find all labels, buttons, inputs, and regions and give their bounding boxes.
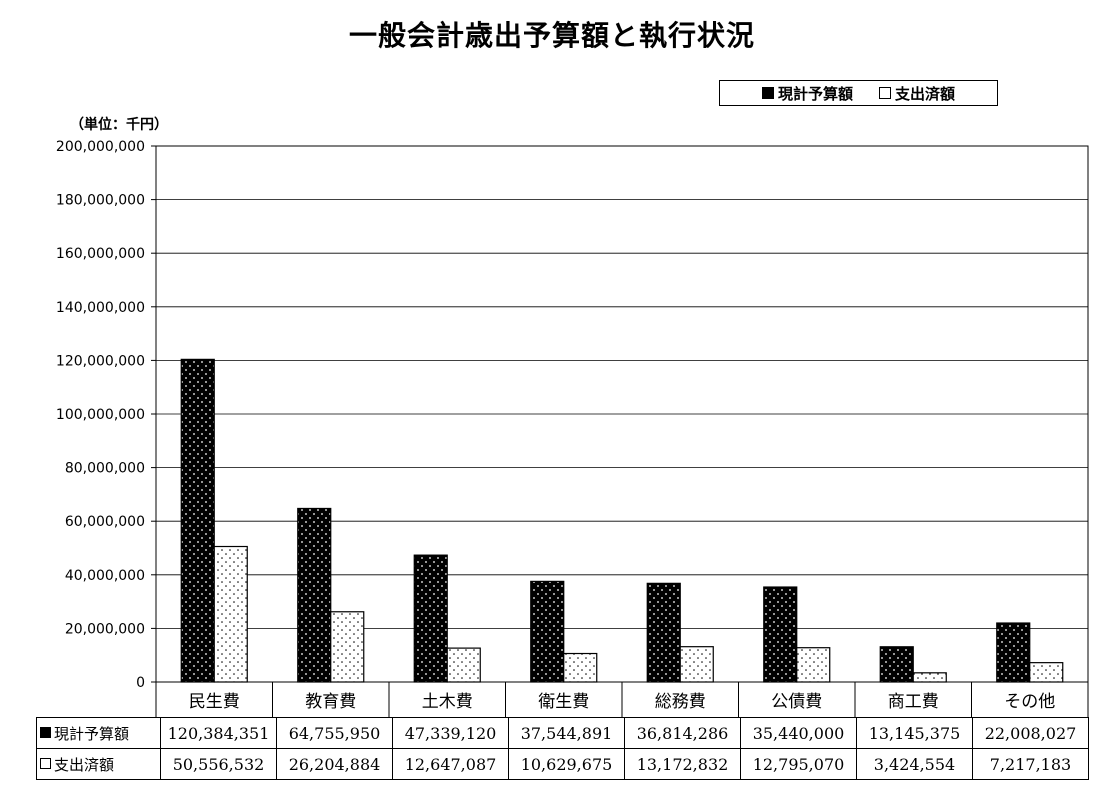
x-category-label: 公債費 <box>771 692 822 712</box>
table-cell: 47,339,120 <box>392 717 509 749</box>
legend-swatch-budget <box>761 87 774 99</box>
bar-spent <box>446 647 481 683</box>
table-cell: 12,647,087 <box>392 748 509 780</box>
bar-spent <box>1029 662 1064 683</box>
table-row-budget: 現計予算額 120,384,351 64,755,950 47,339,120 … <box>36 717 1089 749</box>
row-header-spent: 支出済額 <box>36 748 161 780</box>
y-tick-label: 120,000,000 <box>56 353 145 369</box>
x-category-label: その他 <box>1004 692 1055 712</box>
table-cell: 50,556,532 <box>160 748 277 780</box>
x-category-label: 衛生費 <box>538 692 589 712</box>
bar-spent <box>330 611 365 683</box>
y-tick-label: 160,000,000 <box>56 246 145 262</box>
bar-spent <box>796 647 831 683</box>
y-tick-label: 140,000,000 <box>56 300 145 316</box>
y-tick-label: 80,000,000 <box>65 461 145 477</box>
x-category-label: 総務費 <box>655 692 706 712</box>
x-category-label: 商工費 <box>888 692 939 712</box>
unit-label: （単位：千円） <box>70 117 168 133</box>
table-cell: 12,795,070 <box>740 748 857 780</box>
table-cell: 10,629,675 <box>508 748 625 780</box>
bar-spent <box>912 672 947 683</box>
legend-label-budget: 現計予算額 <box>777 84 853 103</box>
y-tick-label: 40,000,000 <box>65 568 145 584</box>
y-tick-label: 100,000,000 <box>56 407 145 423</box>
legend-entry-spent: 支出済額 <box>879 83 955 104</box>
bar-budget <box>996 622 1031 683</box>
y-tick-label: 200,000,000 <box>56 139 145 155</box>
row-label-spent: 支出済額 <box>54 755 115 774</box>
y-tick-label: 0 <box>136 675 145 691</box>
row-swatch-budget <box>40 726 51 738</box>
bar-spent <box>213 545 248 683</box>
data-table: 現計予算額 120,384,351 64,755,950 47,339,120 … <box>36 717 1089 780</box>
bar-budget <box>530 580 565 683</box>
chart-title: 一般会計歳出予算額と執行状況 <box>348 19 755 52</box>
x-category-label: 民生費 <box>189 692 240 712</box>
bar-budget <box>763 586 798 683</box>
table-cell: 13,172,832 <box>624 748 741 780</box>
y-tick-label: 60,000,000 <box>65 514 145 530</box>
table-row-spent: 支出済額 50,556,532 26,204,884 12,647,087 10… <box>36 748 1089 780</box>
legend: 現計予算額 支出済額 <box>719 80 998 106</box>
table-cell: 37,544,891 <box>508 717 625 749</box>
row-swatch-spent <box>40 757 51 769</box>
legend-entry-budget: 現計予算額 <box>761 83 853 104</box>
table-cell: 36,814,286 <box>624 717 741 749</box>
bar-budget <box>646 582 681 683</box>
row-header-budget: 現計予算額 <box>36 717 161 749</box>
table-cell: 13,145,375 <box>856 717 973 749</box>
table-cell: 22,008,027 <box>972 717 1089 749</box>
bar-budget <box>180 358 215 683</box>
y-tick-label: 180,000,000 <box>56 193 145 209</box>
x-category-label: 土木費 <box>422 692 473 712</box>
table-cell: 64,755,950 <box>276 717 393 749</box>
table-cell: 3,424,554 <box>856 748 973 780</box>
bar-chart: 0 20,000,000 40,000,000 60,000,000 80,000,00… <box>56 139 1089 717</box>
bar-budget <box>879 646 914 683</box>
x-category-label: 教育費 <box>305 692 356 712</box>
table-cell: 7,217,183 <box>972 748 1089 780</box>
legend-swatch-spent <box>879 87 891 99</box>
table-cell: 26,204,884 <box>276 748 393 780</box>
bar-budget <box>297 507 332 683</box>
table-cell: 35,440,000 <box>740 717 857 749</box>
bar-spent <box>679 646 714 683</box>
row-label-budget: 現計予算額 <box>54 724 130 743</box>
y-tick-label: 20,000,000 <box>65 621 145 637</box>
bar-spent <box>563 652 598 683</box>
legend-label-spent: 支出済額 <box>895 84 956 103</box>
table-cell: 120,384,351 <box>160 717 277 749</box>
bar-budget <box>413 554 448 683</box>
